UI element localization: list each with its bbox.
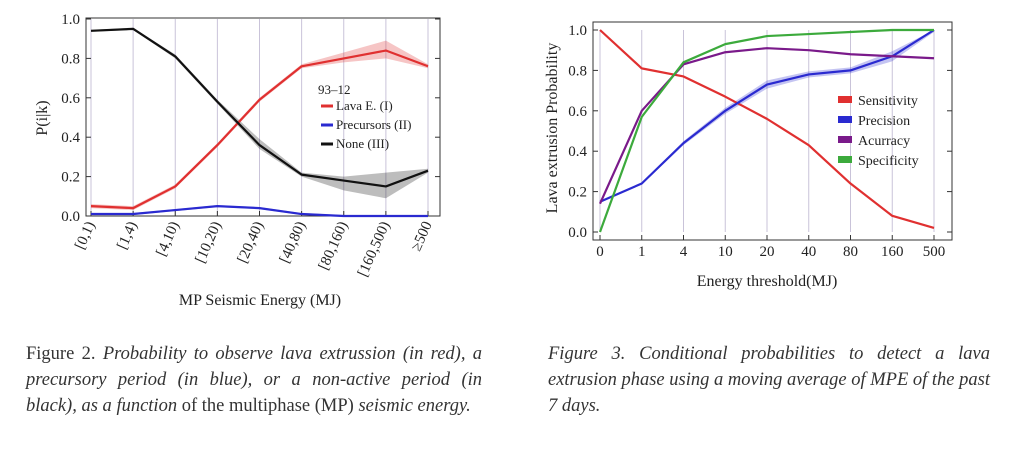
legend-label: Lava E. (I): [336, 98, 393, 113]
y-tick-label: 0.0: [568, 225, 587, 241]
y-tick-label: 1.0: [568, 23, 587, 39]
series-line: [599, 29, 935, 203]
legend-swatch: [838, 156, 852, 163]
x-tick-label: 0: [596, 244, 604, 260]
x-tick-label: ≥500: [409, 219, 436, 254]
legend-label: Acurracy: [858, 134, 910, 149]
legend-label: Sensitivity: [858, 94, 918, 109]
figure-2-label: Figure 2.: [26, 344, 96, 364]
x-tick-label: 10: [718, 244, 733, 260]
figure-2-caption-plain: of the multiphase (MP): [181, 396, 354, 416]
x-axis-label: MP Seismic Energy (MJ): [179, 292, 341, 309]
x-tick-label: 500: [923, 244, 946, 260]
legend-swatch: [838, 96, 852, 103]
plot-frame: [592, 21, 953, 241]
figure-2-caption: Figure 2. Probability to observe lava ex…: [26, 341, 482, 419]
y-tick-label: 0.8: [61, 51, 80, 67]
x-tick-label: 160: [881, 244, 904, 260]
confidence-band: [91, 27, 428, 199]
x-tick-label: [20,40): [235, 219, 267, 265]
y-tick-label: 0.8: [568, 63, 587, 79]
x-tick-label: 1: [638, 244, 646, 260]
series-line: [90, 49, 429, 210]
x-tick-label: [10,20): [193, 219, 225, 265]
chart-figure-2: 0.00.20.40.60.81.0[0,1) [1,4) [4,10) [10,20…: [34, 12, 441, 309]
legend-label: Precision: [858, 114, 910, 129]
legend-label: None (III): [336, 136, 389, 151]
x-tick-label: 20: [760, 244, 775, 260]
plot-frame: [85, 17, 441, 217]
figure-2-caption-tail: seismic energy.: [358, 396, 471, 416]
y-tick-label: 0.2: [568, 185, 587, 201]
y-tick-label: 0.2: [61, 170, 80, 186]
x-tick-label: [40,80): [277, 219, 309, 265]
x-tick-label: [160,500): [355, 219, 394, 279]
y-tick-label: 0.0: [61, 209, 80, 225]
series-line: [599, 29, 935, 230]
y-tick-label: 0.4: [568, 144, 587, 160]
x-tick-label: 4: [680, 244, 688, 260]
y-tick-label: 1.0: [61, 12, 80, 28]
y-tick-label: 0.6: [61, 91, 80, 107]
legend-swatch: [838, 116, 852, 123]
y-axis-label: Lava extrusion Probability: [544, 43, 561, 214]
x-tick-label: [80,160): [316, 219, 351, 272]
x-tick-label: 80: [843, 244, 858, 260]
series-line: [598, 47, 935, 205]
series-line: [598, 28, 934, 233]
confidence-band: [600, 30, 934, 203]
figure-2-caption-function: function: [116, 396, 178, 416]
legend-swatch: [838, 136, 852, 143]
y-tick-label: 0.6: [568, 104, 587, 120]
legend-title: 93–12: [318, 82, 351, 97]
x-tick-label: 40: [801, 244, 816, 260]
series-line: [90, 27, 429, 188]
x-tick-label: [4,10): [154, 219, 183, 259]
series-line: [91, 205, 428, 218]
y-tick-label: 0.4: [61, 130, 80, 146]
x-axis-label: Energy threshold(MJ): [697, 273, 838, 290]
legend-label: Precursors (II): [336, 117, 411, 132]
x-tick-label: [1,4): [114, 219, 140, 252]
confidence-band: [91, 40, 428, 211]
figure-3-caption: Figure 3. Conditional probabilities to d…: [548, 344, 990, 416]
legend-label: Specificity: [858, 154, 919, 169]
chart-figure-3: 0.0 0.2 0.4 0.6 0.8 1.0 0 1 4 10 20 40 80 160 500 Energ…: [544, 21, 953, 290]
figure-2-caption-italic: Probability to observe lava extrussion (…: [26, 344, 483, 416]
y-axis-label: P(i|k): [34, 100, 51, 135]
